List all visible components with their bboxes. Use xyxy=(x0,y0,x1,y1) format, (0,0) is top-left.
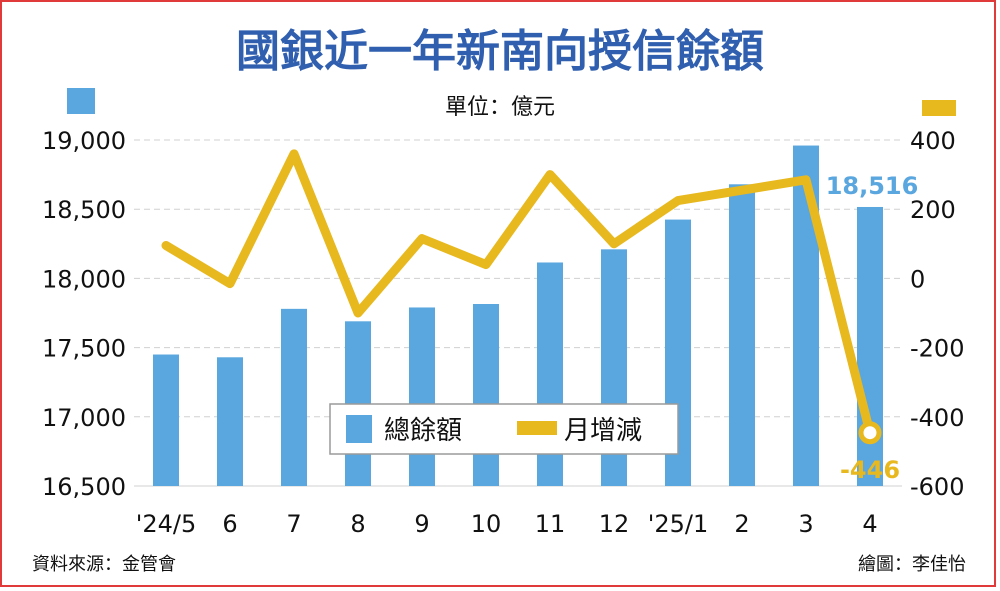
line-series xyxy=(161,149,882,445)
bar xyxy=(281,308,307,486)
unit-label: 單位：億元 xyxy=(445,95,555,120)
x-axis-ticks: '24/5 6 7 8 9 10 11 12 '25/1 2 3 4 xyxy=(136,510,878,538)
x-axis-tick-label: 9 xyxy=(414,510,429,538)
left-axis-series-marker xyxy=(67,88,95,114)
left-axis-tick-label: 18,000 xyxy=(42,265,126,293)
right-axis-tick-label: -600 xyxy=(910,473,964,501)
x-axis-tick-label: 8 xyxy=(350,510,365,538)
x-axis-tick-label: 6 xyxy=(222,510,237,538)
right-axis-ticks: -600 -400 -200 0 200 400 xyxy=(910,127,964,501)
legend-bar-swatch xyxy=(346,415,372,443)
credit-note: 繪圖：李佳怡 xyxy=(858,554,966,575)
last-line-value-label: -446 xyxy=(840,456,900,484)
legend-line-swatch xyxy=(517,421,557,435)
x-axis-tick-label: 3 xyxy=(798,510,813,538)
legend-box xyxy=(329,403,679,455)
left-axis-ticks: 16,500 17,000 17,500 18,000 18,500 19,000 xyxy=(42,127,126,501)
left-axis-tick-label: 18,500 xyxy=(42,196,126,224)
left-axis-tick-label: 17,000 xyxy=(42,404,126,432)
bar xyxy=(409,307,435,486)
line-point xyxy=(858,421,882,445)
right-axis-series-marker xyxy=(922,100,956,116)
x-axis-tick-label: 7 xyxy=(286,510,301,538)
legend-line-label: 月增減 xyxy=(564,416,642,446)
left-axis-tick-label: 19,000 xyxy=(42,127,126,155)
right-axis-tick-label: 200 xyxy=(910,196,956,224)
line-path xyxy=(161,149,875,438)
source-note: 資料來源：金管會 xyxy=(32,554,176,575)
x-axis-tick-label: 10 xyxy=(471,510,502,538)
x-axis-tick-label: 12 xyxy=(599,510,630,538)
right-axis-tick-label: -200 xyxy=(910,335,964,363)
right-axis-tick-label: 0 xyxy=(910,265,925,293)
chart-title: 國銀近一年新南向授信餘額 xyxy=(236,26,764,77)
legend-bar-label: 總餘額 xyxy=(384,416,462,446)
x-axis-tick-label: 2 xyxy=(734,510,749,538)
x-axis-tick-label: '25/1 xyxy=(648,510,709,538)
right-axis-tick-label: -400 xyxy=(910,404,964,432)
left-axis-tick-label: 16,500 xyxy=(42,473,126,501)
x-axis-tick-label: '24/5 xyxy=(136,510,197,538)
bar xyxy=(729,184,755,486)
left-axis-tick-label: 17,500 xyxy=(42,335,126,363)
bar xyxy=(473,304,499,486)
last-bar-value-label: 18,516 xyxy=(826,172,919,200)
legend: 總餘額 月增減 xyxy=(329,403,679,455)
bar xyxy=(153,354,179,486)
x-axis-tick-label: 11 xyxy=(535,510,566,538)
x-axis-tick-label: 4 xyxy=(862,510,877,538)
bar xyxy=(217,357,243,486)
right-axis-tick-label: 400 xyxy=(910,127,956,155)
